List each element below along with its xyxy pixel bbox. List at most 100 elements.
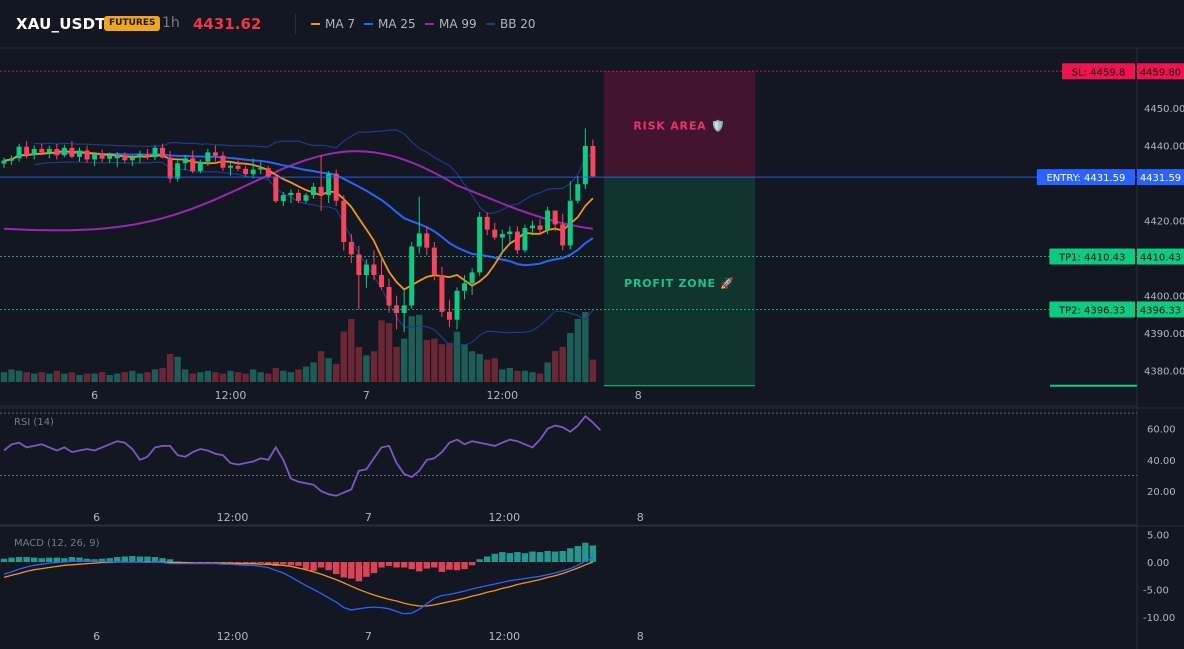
- candle-body: [243, 168, 249, 175]
- candle-body: [197, 161, 203, 172]
- macd-histogram-bar: [363, 562, 370, 577]
- legend-ma99[interactable]: MA 99: [425, 17, 477, 31]
- candle-body: [182, 158, 188, 164]
- candle: [303, 192, 309, 204]
- volume-bar: [393, 347, 400, 382]
- macd-histogram-bar: [446, 562, 453, 570]
- volume-bar: [53, 370, 61, 382]
- candle: [258, 161, 264, 175]
- macd-histogram-bar: [15, 557, 23, 562]
- macd-histogram-bar: [438, 562, 446, 572]
- candle: [446, 299, 452, 328]
- macd-histogram-bar: [23, 557, 30, 562]
- candle: [295, 189, 301, 203]
- volume-bar: [68, 372, 76, 382]
- candle: [356, 245, 362, 310]
- candle-body: [590, 145, 596, 177]
- candle: [69, 141, 75, 159]
- volume-bar: [302, 366, 310, 382]
- candle: [39, 143, 45, 156]
- candle: [545, 206, 551, 235]
- macd-histogram-bar: [551, 551, 559, 562]
- axis-tag-sl: [1137, 63, 1184, 80]
- candle-body: [522, 228, 528, 251]
- candle: [567, 181, 573, 250]
- volume-bar: [567, 333, 574, 382]
- candle-body: [16, 146, 22, 159]
- candle: [439, 266, 445, 318]
- volume-bar: [219, 373, 227, 382]
- macd-histogram-bar: [559, 551, 566, 562]
- candle: [514, 226, 520, 255]
- timeframe-label[interactable]: 1h: [162, 15, 180, 31]
- candle: [137, 150, 143, 163]
- time-axis-tick: 12:00: [217, 511, 249, 524]
- axis-tag-tp1: [1137, 248, 1184, 265]
- time-axis-tick: 12:00: [486, 389, 518, 402]
- candle-body: [280, 195, 286, 202]
- candle: [1, 157, 7, 168]
- risk-zone: [604, 71, 755, 178]
- volume-bar: [287, 372, 295, 382]
- macd-histogram-bar: [61, 558, 68, 562]
- candle-body: [46, 148, 52, 153]
- volume-bar: [159, 368, 166, 382]
- volume-bar: [31, 373, 38, 382]
- legend-ma7[interactable]: MA 7: [311, 17, 355, 31]
- macd-histogram-bar: [159, 558, 166, 562]
- price-tag-tp2: [1049, 301, 1135, 318]
- candle: [386, 278, 392, 313]
- candle: [77, 147, 82, 162]
- legend-ma25[interactable]: MA 25: [364, 17, 416, 31]
- volume-bar: [408, 316, 415, 382]
- macd-histogram-bar: [468, 562, 476, 566]
- volume-bar: [76, 375, 83, 382]
- symbol-title[interactable]: XAU_USDT: [16, 15, 106, 33]
- macd-line: [3, 557, 594, 615]
- candle: [416, 196, 422, 254]
- candle-body: [469, 272, 475, 284]
- candle-body: [295, 192, 301, 201]
- volume-bar: [385, 323, 393, 382]
- legend-bb20[interactable]: BB 20: [486, 17, 536, 31]
- price-tag-label-sl: SL: 4459.8: [1072, 67, 1125, 78]
- volume-bar: [136, 373, 144, 382]
- candle: [182, 154, 188, 171]
- candle-body: [99, 154, 105, 159]
- volume-bar: [453, 331, 461, 382]
- candle-body: [69, 147, 75, 157]
- volume-bar: [151, 369, 159, 382]
- volume-bar: [484, 359, 491, 382]
- price-axis-tick: 4380.00: [1144, 367, 1184, 378]
- volume-bar: [468, 351, 476, 382]
- candle: [582, 128, 588, 190]
- time-axis-tick: 7: [365, 511, 372, 524]
- macd-histogram-bar: [348, 562, 355, 579]
- macd-histogram-bar: [589, 545, 597, 562]
- volume-bar: [476, 354, 483, 382]
- candle-body: [552, 210, 558, 225]
- volume-bar: [98, 372, 106, 382]
- candle-body: [31, 148, 37, 156]
- time-axis-tick: 12:00: [488, 511, 520, 524]
- volume-bar: [166, 354, 174, 382]
- macd-histogram-bar: [476, 559, 483, 562]
- macd-histogram-bar: [506, 553, 514, 562]
- candle: [235, 160, 241, 172]
- macd-histogram-bar: [8, 557, 15, 562]
- macd-histogram-bar: [121, 556, 128, 562]
- candle: [462, 275, 468, 300]
- macd-histogram-bar: [242, 562, 249, 564]
- axis-tag-tp2: [1137, 301, 1184, 318]
- candle-body: [228, 165, 233, 168]
- volume-bar: [461, 344, 468, 382]
- macd-histogram-bar: [499, 552, 506, 562]
- candle-body: [499, 234, 505, 238]
- time-axis-tick: 6: [93, 511, 100, 524]
- volume-bar: [61, 373, 68, 382]
- volume-bar: [91, 373, 98, 382]
- candle-body: [379, 275, 384, 288]
- candle: [371, 250, 377, 281]
- candle: [9, 155, 15, 165]
